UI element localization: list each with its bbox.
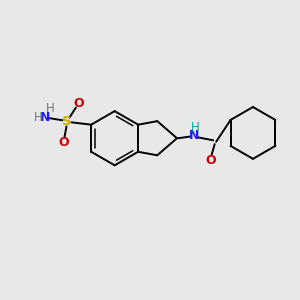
Text: S: S — [62, 115, 72, 128]
Text: H: H — [46, 102, 55, 115]
Text: O: O — [205, 154, 216, 166]
Text: H: H — [191, 121, 200, 134]
Text: O: O — [73, 97, 84, 110]
Text: N: N — [189, 129, 199, 142]
Text: H: H — [34, 111, 43, 124]
Text: O: O — [59, 136, 69, 149]
Text: N: N — [40, 111, 50, 124]
